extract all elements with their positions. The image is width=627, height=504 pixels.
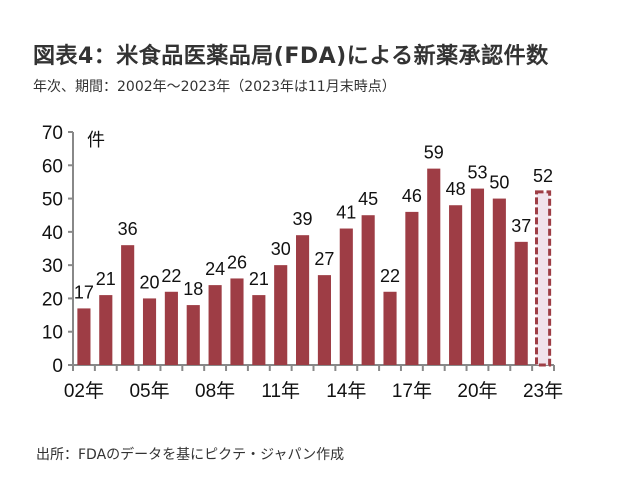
bar xyxy=(186,305,200,365)
data-label: 21 xyxy=(96,269,116,289)
bar xyxy=(470,188,485,365)
data-label: 37 xyxy=(511,216,531,236)
data-label: 22 xyxy=(161,266,181,286)
data-label: 18 xyxy=(183,279,203,299)
data-label: 48 xyxy=(446,179,466,199)
bars xyxy=(77,168,552,367)
data-label: 30 xyxy=(271,239,291,259)
x-tick-label: 20年 xyxy=(457,380,497,402)
bar xyxy=(427,168,441,365)
x-tick-label: 11年 xyxy=(261,380,300,402)
bar xyxy=(230,278,244,365)
data-label: 50 xyxy=(489,173,509,193)
data-label: 39 xyxy=(293,209,313,229)
bar xyxy=(274,265,288,365)
data-label: 45 xyxy=(358,189,378,209)
x-tick-label: 02年 xyxy=(64,380,104,402)
data-label: 22 xyxy=(380,266,400,286)
bar-partial-year xyxy=(535,190,552,367)
data-label: 27 xyxy=(314,249,334,269)
y-unit-label: 件 xyxy=(87,130,105,151)
bar xyxy=(208,285,222,365)
data-label: 46 xyxy=(402,186,422,206)
bar xyxy=(317,275,331,365)
x-tick-label: 14年 xyxy=(326,380,366,402)
data-label: 53 xyxy=(467,163,487,183)
y-tick-label: 10 xyxy=(42,323,63,344)
bar xyxy=(99,295,113,365)
bar xyxy=(383,291,397,365)
x-tick-label: 05年 xyxy=(129,380,169,402)
y-tick-label: 70 xyxy=(42,123,63,144)
bar xyxy=(252,295,266,365)
data-label: 59 xyxy=(424,143,444,163)
source-note: 出所：FDAのデータを基にピクテ・ジャパン作成 xyxy=(36,447,345,463)
bar xyxy=(361,215,375,365)
bar xyxy=(77,308,91,365)
x-tick-label: 17年 xyxy=(392,380,432,402)
y-tick-label: 0 xyxy=(52,356,63,377)
bar xyxy=(296,235,310,365)
bar xyxy=(339,228,353,365)
data-label: 17 xyxy=(74,282,94,302)
data-label: 52 xyxy=(533,166,553,186)
bar xyxy=(121,245,135,365)
data-label: 20 xyxy=(140,272,160,292)
y-tick-label: 30 xyxy=(42,256,63,277)
bar xyxy=(449,205,463,365)
data-label: 41 xyxy=(336,203,356,223)
x-tick-label: 08年 xyxy=(195,380,235,402)
y-axis: 0 10 20 30 40 50 60 70 xyxy=(42,123,74,377)
chart-subtitle: 年次、期間：2002年～2023年（2023年は11月末時点） xyxy=(33,79,396,95)
bar xyxy=(164,291,178,365)
bar xyxy=(492,198,506,365)
y-tick-label: 50 xyxy=(42,190,63,211)
chart-title: 図表4：米食品医薬品局(FDA)による新薬承認件数 xyxy=(33,44,549,69)
y-tick-label: 60 xyxy=(42,156,63,177)
y-tick-label: 20 xyxy=(42,289,63,310)
data-label: 21 xyxy=(249,269,269,289)
bar xyxy=(514,241,528,365)
data-label: 26 xyxy=(227,252,247,272)
bar xyxy=(142,298,157,365)
data-label: 36 xyxy=(118,219,138,239)
y-tick-label: 40 xyxy=(42,223,63,244)
x-tick-label: 23年 xyxy=(523,380,563,402)
bar xyxy=(405,211,419,365)
x-axis: 02年 05年 08年 11年 14年 17年 20年 23年 xyxy=(64,364,563,402)
data-label: 24 xyxy=(205,259,225,279)
